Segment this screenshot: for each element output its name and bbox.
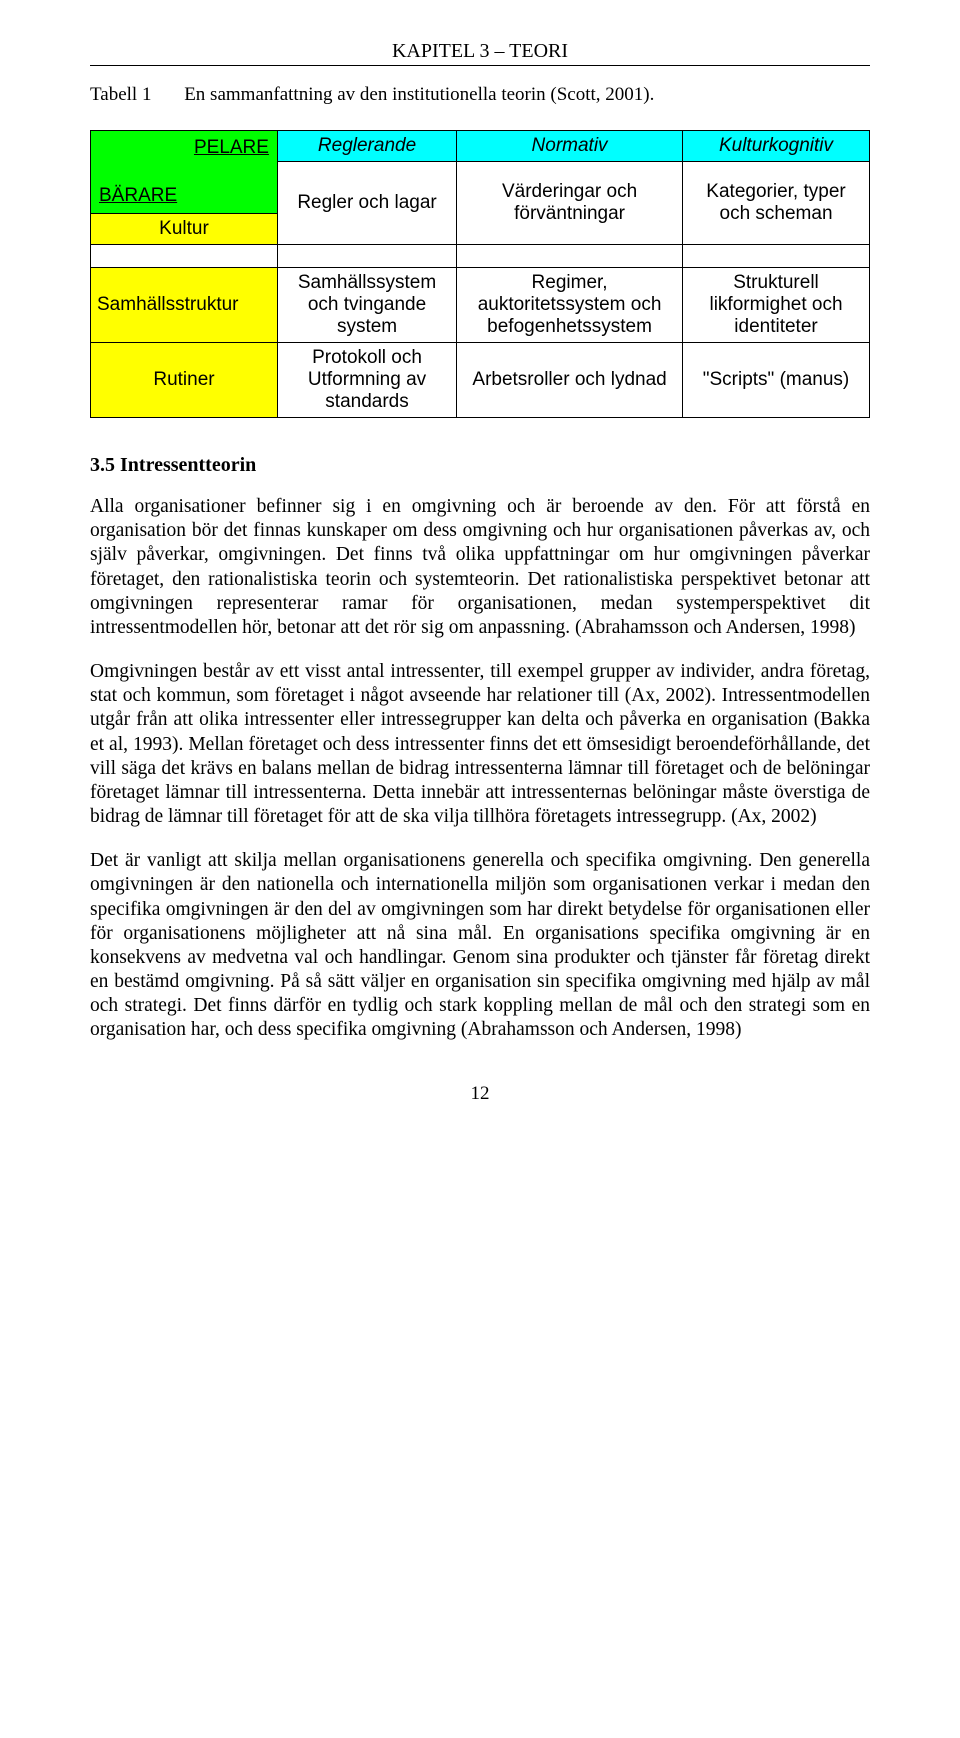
body-paragraph: Det är vanligt att skilja mellan organis… xyxy=(90,849,870,1042)
section-heading: 3.5 Intressentteorin xyxy=(90,454,870,477)
col-header: Reglerande xyxy=(277,131,456,162)
table-corner-cell: PELARE BÄRARE xyxy=(91,131,278,214)
institutional-theory-table: PELARE BÄRARE Reglerande Normativ Kultur… xyxy=(90,130,870,418)
table-spacer xyxy=(91,245,870,268)
caption-label: Tabell 1 xyxy=(90,84,151,106)
table-cell: Strukturell likformighet och identiteter xyxy=(683,268,870,343)
body-paragraph: Omgivningen består av ett visst antal in… xyxy=(90,660,870,829)
row-header: Kultur xyxy=(91,214,278,245)
table-cell: Värderingar och förväntningar xyxy=(457,162,683,245)
table-cell: "Scripts" (manus) xyxy=(683,343,870,418)
table-caption: Tabell 1 En sammanfattning av den instit… xyxy=(90,84,870,106)
table-cell: Protokoll och Utformning av standards xyxy=(277,343,456,418)
page-number: 12 xyxy=(90,1083,870,1105)
table-cell: Kategorier, typer och scheman xyxy=(683,162,870,245)
chapter-title: KAPITEL 3 – TEORI xyxy=(90,40,870,63)
header-rule xyxy=(90,65,870,66)
row-header: Rutiner xyxy=(91,343,278,418)
corner-bottom-label: BÄRARE xyxy=(99,185,269,207)
table-cell: Regimer, auktoritetssystem och befogenhe… xyxy=(457,268,683,343)
caption-text: En sammanfattning av den institutionella… xyxy=(184,84,654,105)
col-header: Normativ xyxy=(457,131,683,162)
table-cell: Samhällssystem och tvingande system xyxy=(277,268,456,343)
row-header: Samhällsstruktur xyxy=(91,268,278,343)
table-cell: Arbetsroller och lydnad xyxy=(457,343,683,418)
body-paragraph: Alla organisationer befinner sig i en om… xyxy=(90,495,870,640)
table-cell: Regler och lagar xyxy=(277,162,456,245)
col-header: Kulturkognitiv xyxy=(683,131,870,162)
corner-top-label: PELARE xyxy=(99,137,269,159)
